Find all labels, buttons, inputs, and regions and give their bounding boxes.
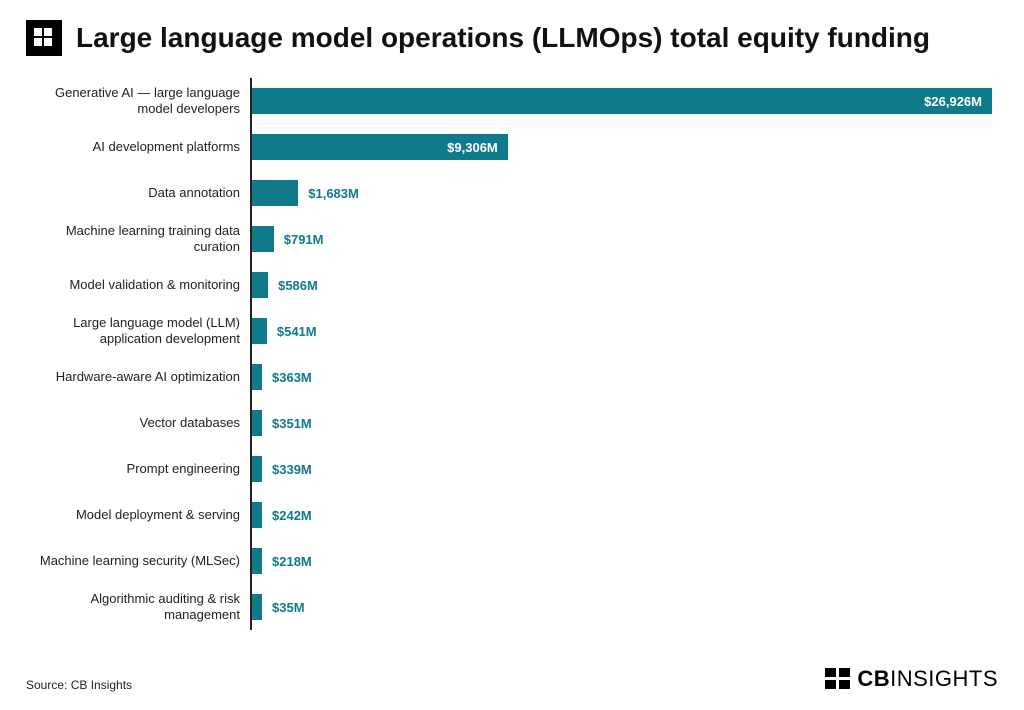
bar-value: $541M [277, 324, 317, 339]
bar-value: $9,306M [447, 140, 498, 155]
bar-value: $26,926M [924, 94, 982, 109]
chart-row: Model deployment & serving $242M [36, 492, 998, 538]
bar-area: $339M [250, 446, 998, 492]
bar [252, 364, 262, 390]
bar: $26,926M [252, 88, 992, 114]
footer: Source: CB Insights CBINSIGHTS [26, 666, 998, 692]
bar [252, 594, 262, 620]
bar-area: $218M [250, 538, 998, 584]
row-label: AI development platforms [36, 139, 250, 155]
bar-value: $35M [272, 600, 305, 615]
row-label: Vector databases [36, 415, 250, 431]
row-label: Large language model (LLM) application d… [36, 315, 250, 346]
bar-value: $242M [272, 508, 312, 523]
bar [252, 502, 262, 528]
bar-area: $351M [250, 400, 998, 446]
bar [252, 548, 262, 574]
bar [252, 456, 262, 482]
source-text: Source: CB Insights [26, 678, 132, 692]
chart-row: Hardware-aware AI optimization $363M [36, 354, 998, 400]
bar [252, 272, 268, 298]
row-label: Model deployment & serving [36, 507, 250, 523]
bar-value: $1,683M [308, 186, 359, 201]
chart-row: Algorithmic auditing & risk management $3… [36, 584, 998, 630]
bar-area: $1,683M [250, 170, 998, 216]
chart-title: Large language model operations (LLMOps)… [76, 23, 930, 54]
chart-row: Data annotation $1,683M [36, 170, 998, 216]
bar-value: $218M [272, 554, 312, 569]
bar-area: $35M [250, 584, 998, 630]
row-label: Generative AI — large language model dev… [36, 85, 250, 116]
bar: $9,306M [252, 134, 508, 160]
bar-value: $586M [278, 278, 318, 293]
bar-area: $791M [250, 216, 998, 262]
header: Large language model operations (LLMOps)… [26, 20, 998, 56]
bar-value: $339M [272, 462, 312, 477]
row-label: Data annotation [36, 185, 250, 201]
row-label: Algorithmic auditing & risk management [36, 591, 250, 622]
chart-row: Large language model (LLM) application d… [36, 308, 998, 354]
chart-row: Prompt engineering $339M [36, 446, 998, 492]
cb-logo-icon [26, 20, 62, 56]
chart-row: Machine learning training data curation $… [36, 216, 998, 262]
chart-row: Vector databases $351M [36, 400, 998, 446]
chart-row: AI development platforms $9,306M [36, 124, 998, 170]
brand-logo: CBINSIGHTS [825, 666, 998, 692]
bar-area: $9,306M [250, 124, 998, 170]
bar [252, 180, 298, 206]
bar-value: $363M [272, 370, 312, 385]
brand-icon [825, 668, 851, 690]
bar-area: $242M [250, 492, 998, 538]
brand-text: CBINSIGHTS [857, 666, 998, 692]
bar-value: $351M [272, 416, 312, 431]
row-label: Prompt engineering [36, 461, 250, 477]
row-label: Machine learning security (MLSec) [36, 553, 250, 569]
chart-row: Machine learning security (MLSec) $218M [36, 538, 998, 584]
bar-value: $791M [284, 232, 324, 247]
chart-row: Model validation & monitoring $586M [36, 262, 998, 308]
bar-chart: Generative AI — large language model dev… [36, 78, 998, 630]
row-label: Machine learning training data curation [36, 223, 250, 254]
bar [252, 410, 262, 436]
chart-row: Generative AI — large language model dev… [36, 78, 998, 124]
row-label: Hardware-aware AI optimization [36, 369, 250, 385]
bar-area: $586M [250, 262, 998, 308]
row-label: Model validation & monitoring [36, 277, 250, 293]
bar-area: $541M [250, 308, 998, 354]
bar-area: $363M [250, 354, 998, 400]
bar [252, 318, 267, 344]
bar-area: $26,926M [250, 78, 998, 124]
bar [252, 226, 274, 252]
